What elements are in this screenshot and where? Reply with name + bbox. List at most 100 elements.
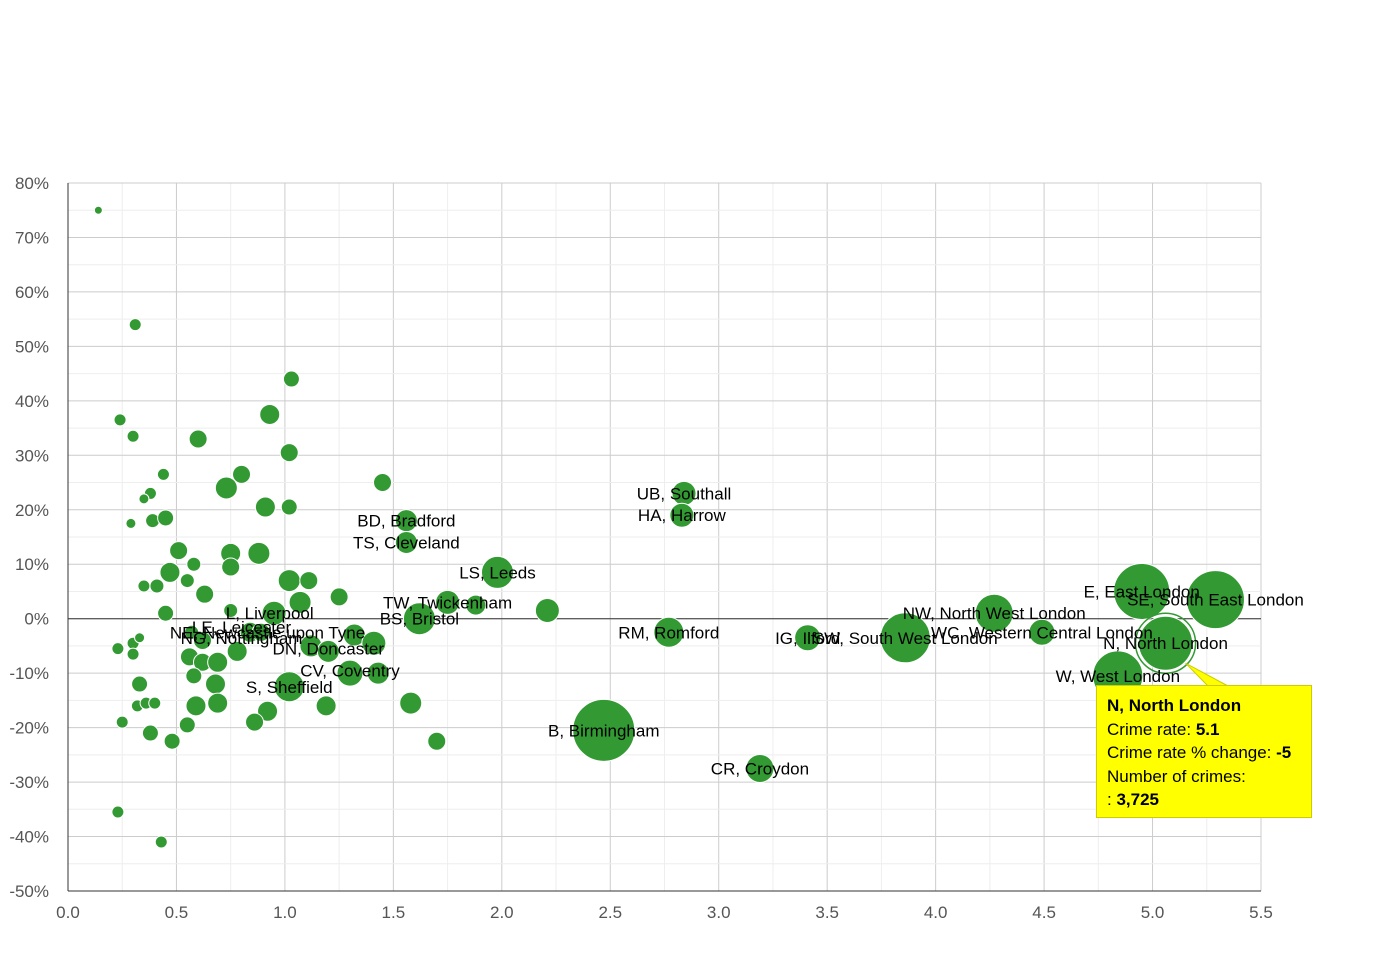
x-tick-label: 0.5 — [165, 903, 189, 922]
highlighted-bubble-ring — [1134, 612, 1197, 674]
data-bubble — [427, 731, 447, 751]
data-bubble — [257, 700, 279, 722]
y-tick-label: -50% — [9, 882, 49, 901]
bubble-label: CV, Coventry — [300, 661, 400, 680]
x-tick-label: 3.0 — [707, 903, 731, 922]
bubble-label: TS, Cleveland — [353, 533, 460, 552]
tooltip-number-row: : 3,725 — [1107, 788, 1301, 812]
data-bubble — [232, 464, 252, 484]
bubble-label: RM, Romford — [618, 623, 719, 642]
data-bubble — [178, 716, 196, 734]
data-bubble — [226, 640, 248, 662]
data-bubble — [113, 413, 127, 427]
data-bubble — [299, 571, 319, 591]
data-bubble — [188, 429, 208, 449]
data-bubble — [366, 661, 390, 685]
data-bubble — [223, 603, 239, 619]
data-bubble — [126, 647, 140, 661]
data-bubble — [221, 557, 241, 577]
data-bubble — [169, 541, 189, 561]
bubble-label: HA, Harrow — [638, 506, 727, 525]
data-bubble — [154, 835, 168, 849]
data-bubble — [126, 429, 140, 443]
bubble-label: WC, Western Central London — [931, 623, 1153, 642]
bubble-label: N, North London — [1103, 634, 1228, 653]
y-tick-label: 70% — [15, 228, 49, 247]
data-bubble — [259, 403, 281, 425]
x-tick-label: 2.5 — [598, 903, 622, 922]
tooltip-change-value: -5 — [1276, 743, 1292, 762]
data-bubble — [1138, 615, 1194, 671]
data-bubble — [192, 630, 212, 650]
data-bubble — [361, 630, 387, 656]
y-tick-label: -10% — [9, 664, 49, 683]
data-bubble — [435, 589, 461, 615]
y-tick-label: 80% — [15, 174, 49, 193]
y-tick-label: 50% — [15, 337, 49, 356]
data-bubble — [185, 695, 207, 717]
tooltip-crime-rate-row: Crime rate: 5.1 — [1107, 718, 1301, 742]
data-bubble — [277, 569, 301, 593]
data-bubble — [879, 612, 931, 664]
data-bubble — [179, 573, 195, 589]
data-bubble — [261, 600, 287, 626]
tooltip-crime-rate-value: 5.1 — [1195, 719, 1220, 739]
bubble-label: CR, Croydon — [711, 759, 809, 778]
data-bubble — [207, 651, 229, 673]
data-bubble — [273, 671, 305, 703]
data-bubble — [125, 517, 137, 529]
data-bubble — [141, 724, 159, 742]
data-bubble — [93, 205, 103, 215]
y-tick-label: 30% — [15, 446, 49, 465]
bubble-label: IG, Ilford — [775, 629, 840, 648]
bubble-label: BD, Bradford — [357, 512, 455, 531]
data-bubble — [245, 712, 265, 732]
tooltip-change-row: Crime rate % change: -5 — [1107, 741, 1301, 765]
x-tick-label: 1.5 — [382, 903, 406, 922]
x-tick-label: 5.5 — [1249, 903, 1273, 922]
y-tick-label: 40% — [15, 392, 49, 411]
data-bubble — [280, 498, 298, 516]
data-bubble — [336, 659, 364, 687]
data-bubble — [669, 502, 695, 528]
bubble-label: SW, South West London — [813, 629, 998, 648]
data-bubble — [480, 555, 514, 589]
x-tick-label: 3.5 — [815, 903, 839, 922]
data-bubble — [195, 584, 215, 604]
data-bubble — [138, 493, 150, 505]
data-bubble — [214, 476, 238, 500]
bubble-label: NG, Nottingham — [181, 629, 303, 648]
bubble-label: LE, Leicester — [192, 618, 292, 637]
data-bubble — [186, 556, 202, 572]
data-bubble — [402, 602, 436, 636]
data-bubble — [282, 370, 300, 388]
y-tick-label: 60% — [15, 283, 49, 302]
data-bubble — [204, 673, 226, 695]
bubble-label: W, West London — [1056, 667, 1180, 686]
data-bubble — [1185, 570, 1245, 630]
bubble-label: E, East London — [1084, 582, 1200, 601]
y-tick-label: -30% — [9, 773, 49, 792]
x-tick-label: 2.0 — [490, 903, 514, 922]
data-bubble — [156, 467, 170, 481]
data-bubble — [157, 509, 175, 527]
data-bubble — [149, 578, 165, 594]
data-bubble — [111, 642, 125, 656]
x-tick-label: 4.5 — [1032, 903, 1056, 922]
data-bubble — [131, 675, 149, 693]
data-bubble — [254, 496, 276, 518]
data-bubble — [251, 622, 271, 642]
bubble-label: NE, Newcastle upon Tyne — [170, 623, 365, 642]
data-bubble — [159, 561, 181, 583]
data-bubble — [185, 667, 203, 685]
data-bubble — [148, 696, 162, 710]
data-bubble — [1113, 562, 1171, 620]
tooltip-title: N, North London — [1107, 696, 1242, 715]
data-bubble — [399, 691, 423, 715]
bubble-label: DN, Doncaster — [273, 640, 385, 659]
data-bubble — [465, 594, 487, 616]
data-bubble — [128, 318, 142, 332]
data-bubble — [316, 639, 340, 663]
data-bubble — [745, 753, 775, 783]
